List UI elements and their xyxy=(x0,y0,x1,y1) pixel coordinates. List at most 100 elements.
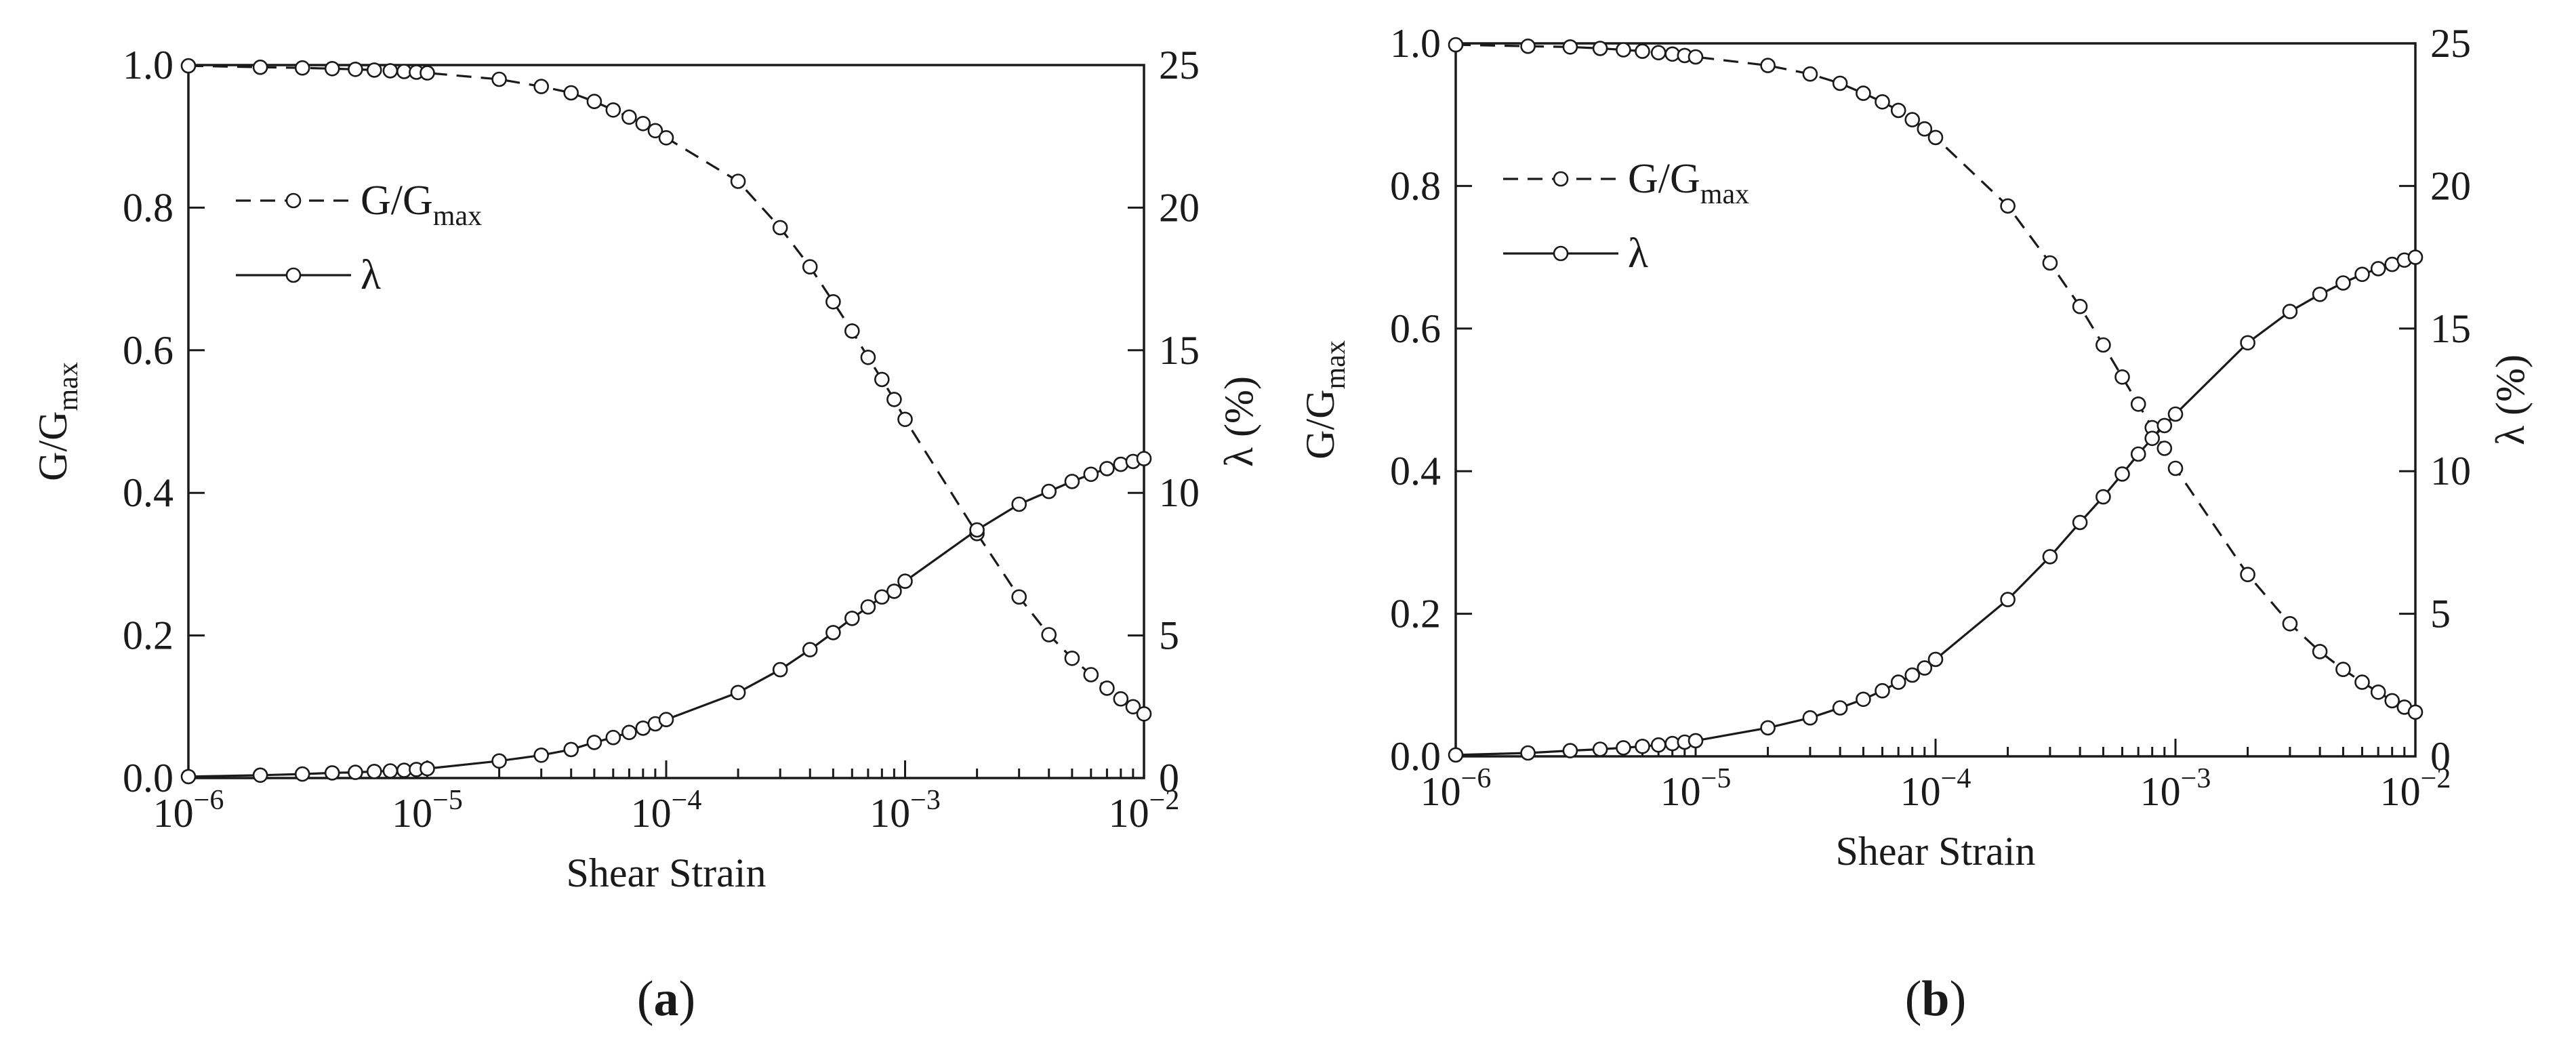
data-point xyxy=(1125,699,1141,715)
data-point xyxy=(1856,85,1871,101)
series-modulus-ratio xyxy=(1448,37,2424,720)
data-point xyxy=(294,766,310,782)
y-right-tick-label: 25 xyxy=(1159,43,1200,87)
data-point xyxy=(658,712,674,727)
plot-frame xyxy=(1454,42,2417,758)
data-point xyxy=(772,661,788,678)
data-point xyxy=(860,599,876,615)
data-point xyxy=(1113,691,1129,707)
data-point xyxy=(1448,37,1464,53)
data-point xyxy=(1890,674,1906,690)
data-point xyxy=(802,259,818,275)
legend-label: λ xyxy=(361,252,381,298)
x-tick-label: 10−6 xyxy=(153,785,224,836)
data-point xyxy=(180,769,197,785)
data-point xyxy=(2156,417,2173,434)
data-point xyxy=(730,685,746,701)
y-left-tick-label: 1.0 xyxy=(123,43,173,87)
data-point xyxy=(1011,496,1027,512)
data-point xyxy=(1760,58,1776,73)
y-right-axis-label: λ (%) xyxy=(2488,354,2533,445)
series-modulus-ratio xyxy=(180,58,1152,722)
x-tick-label: 10−3 xyxy=(870,785,941,836)
plot-frame xyxy=(187,64,1145,779)
data-point xyxy=(366,764,382,779)
data-point xyxy=(2167,460,2184,476)
data-point xyxy=(1635,43,1650,59)
data-point xyxy=(2240,335,2255,351)
y-left-tick-label: 0.2 xyxy=(123,613,173,658)
data-point xyxy=(1688,49,1704,65)
data-point xyxy=(1520,745,1536,761)
panel-a: 10−6 10−5 10−4 10−3 10−2 0.0 0.2 0.4 0.6 0.8 1.0 0 5… xyxy=(30,43,1261,1027)
data-point xyxy=(825,293,841,310)
data-point xyxy=(533,748,550,763)
data-point xyxy=(874,589,890,605)
data-point xyxy=(844,323,860,339)
data-point xyxy=(2130,446,2146,462)
data-point xyxy=(2335,275,2351,291)
data-point xyxy=(420,65,435,81)
y-right-axis-ticks xyxy=(1128,64,1144,779)
data-point xyxy=(2095,489,2111,505)
data-point xyxy=(621,109,637,125)
data-point xyxy=(1562,743,1578,758)
data-point xyxy=(1592,41,1608,56)
data-point xyxy=(1099,680,1115,696)
x-axis-label: Shear Strain xyxy=(1836,829,2036,874)
y-left-axis-ticks xyxy=(1456,42,1472,758)
data-point xyxy=(1136,706,1152,722)
y-right-tick-label: 5 xyxy=(2430,592,2451,636)
data-point xyxy=(825,625,841,640)
data-point xyxy=(1832,75,1848,91)
data-point xyxy=(1562,39,1578,55)
data-point xyxy=(1650,737,1667,753)
data-point xyxy=(2282,304,2298,319)
data-point xyxy=(1875,682,1890,699)
data-point xyxy=(324,765,340,781)
data-point xyxy=(2312,644,2328,659)
data-point xyxy=(533,79,550,94)
data-point xyxy=(1650,45,1667,60)
y-right-tick-label: 15 xyxy=(1159,328,1200,373)
y-right-axis-ticks xyxy=(2399,42,2415,758)
data-point xyxy=(563,741,579,758)
data-point xyxy=(1917,121,1933,137)
data-point xyxy=(2144,430,2160,447)
data-point xyxy=(886,392,902,407)
data-point xyxy=(348,764,363,780)
data-point xyxy=(1064,474,1080,489)
y-right-tick-label: 10 xyxy=(1159,470,1200,515)
data-point xyxy=(2130,396,2146,412)
data-point xyxy=(1113,456,1129,472)
data-point xyxy=(2370,684,2386,700)
data-point xyxy=(2384,693,2400,709)
series-damping-ratio xyxy=(180,451,1152,785)
x-tick-label: 10−4 xyxy=(631,785,702,836)
y-left-axis-label: G/Gmax xyxy=(30,362,84,481)
legend: G/Gmax λ xyxy=(1503,156,1749,277)
data-point xyxy=(1802,66,1818,82)
data-point xyxy=(1041,627,1057,642)
y-left-tick-label: 0.8 xyxy=(1390,163,1441,208)
series-line xyxy=(1455,256,2416,756)
data-point xyxy=(1041,483,1057,499)
data-point xyxy=(180,58,197,74)
x-axis-label: Shear Strain xyxy=(567,851,766,895)
data-point xyxy=(252,767,268,783)
series-line xyxy=(188,64,1145,715)
data-point xyxy=(1875,94,1890,110)
y-left-tick-label: 0.4 xyxy=(123,470,173,515)
data-point xyxy=(2000,592,2016,607)
data-point xyxy=(1688,733,1704,749)
y-right-tick-label: 25 xyxy=(2430,21,2471,66)
data-point xyxy=(1099,461,1115,476)
data-point xyxy=(897,573,913,589)
data-point xyxy=(382,63,398,79)
data-point xyxy=(658,130,674,146)
x-tick-label: 10−2 xyxy=(1109,785,1180,836)
data-point xyxy=(382,763,398,779)
data-point xyxy=(1802,710,1818,726)
data-point xyxy=(2167,406,2184,422)
